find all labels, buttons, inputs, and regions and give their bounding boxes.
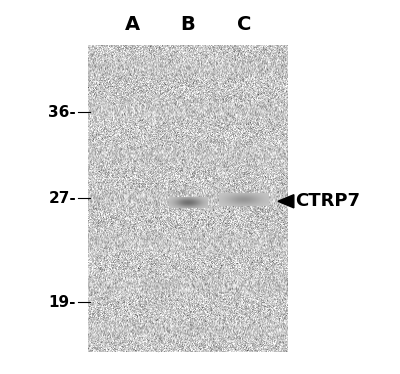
Polygon shape: [278, 195, 294, 208]
Text: C: C: [237, 15, 251, 34]
Text: 27-: 27-: [48, 191, 76, 206]
Text: 19-: 19-: [48, 295, 76, 310]
Text: B: B: [181, 15, 195, 34]
Text: CTRP7: CTRP7: [296, 192, 361, 210]
Text: 36-: 36-: [48, 105, 76, 120]
Text: A: A: [124, 15, 140, 34]
